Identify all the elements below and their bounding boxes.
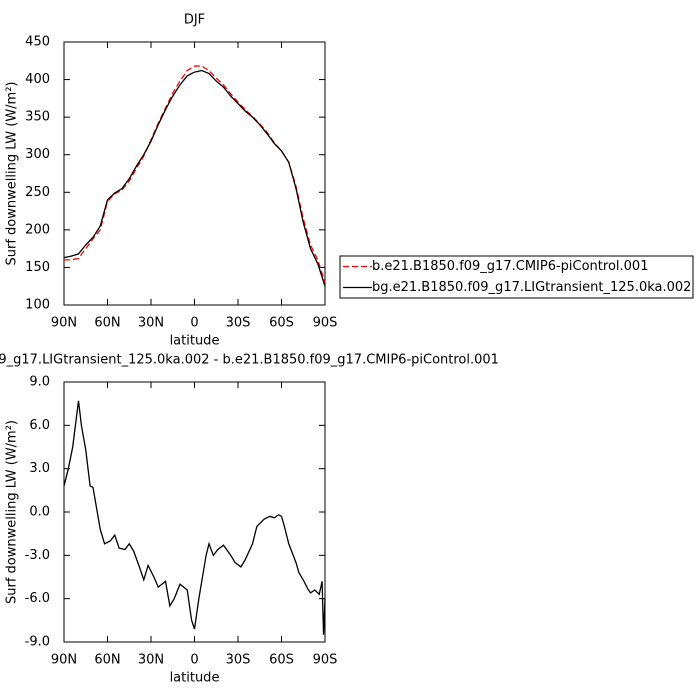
y-tick-label: 400 xyxy=(25,72,50,87)
x-tick-label: 60S xyxy=(269,316,294,331)
x-tick-label: 30N xyxy=(138,316,164,331)
chart-title: DJF xyxy=(184,13,205,28)
y-tick-label: -6.0 xyxy=(25,591,50,606)
plot-frame xyxy=(63,41,326,306)
x-tick-label: 30S xyxy=(226,653,251,668)
x-axis-label: latitude xyxy=(170,671,220,686)
x-tick-label: 0 xyxy=(190,653,198,668)
legend-label: b.e21.B1850.f09_g17.CMIP6-piControl.001 xyxy=(372,259,648,274)
y-tick-label: 300 xyxy=(25,147,50,162)
x-tick-label: 90S xyxy=(313,316,338,331)
y-tick-label: -3.0 xyxy=(25,548,50,563)
legend-box xyxy=(339,255,694,299)
y-axis-label: Surf downwelling LW (W/m²) xyxy=(5,420,20,604)
x-tick-label: 30S xyxy=(226,316,251,331)
x-tick-label: 0 xyxy=(190,316,198,331)
chart-title: bg.e21.B1850.f09_g17.LIGtransient_125.0k… xyxy=(0,353,499,368)
x-tick-label: 30N xyxy=(138,653,164,668)
y-tick-label: -9.0 xyxy=(25,635,50,650)
y-tick-label: 100 xyxy=(25,298,50,313)
x-tick-label: 60S xyxy=(269,653,294,668)
x-axis-label: latitude xyxy=(170,334,220,349)
y-tick-label: 150 xyxy=(25,260,50,275)
x-tick-label: 90N xyxy=(51,316,77,331)
x-tick-label: 60N xyxy=(94,653,120,668)
x-tick-label: 60N xyxy=(94,316,120,331)
plot-frame xyxy=(63,381,326,643)
x-tick-label: 90S xyxy=(313,653,338,668)
legend-label: bg.e21.B1850.f09_g17.LIGtransient_125.0k… xyxy=(372,280,691,295)
y-tick-label: 3.0 xyxy=(29,461,50,476)
y-tick-label: 250 xyxy=(25,185,50,200)
x-tick-label: 90N xyxy=(51,653,77,668)
y-tick-label: 350 xyxy=(25,110,50,125)
y-tick-label: 6.0 xyxy=(29,418,50,433)
data-line xyxy=(63,400,326,635)
y-tick-label: 0.0 xyxy=(29,505,50,520)
data-line xyxy=(64,65,326,283)
y-axis-label: Surf downwelling LW (W/m²) xyxy=(5,82,20,266)
y-tick-label: 9.0 xyxy=(29,375,50,390)
data-line xyxy=(63,69,326,287)
y-tick-label: 200 xyxy=(25,222,50,237)
y-tick-label: 450 xyxy=(25,35,50,50)
